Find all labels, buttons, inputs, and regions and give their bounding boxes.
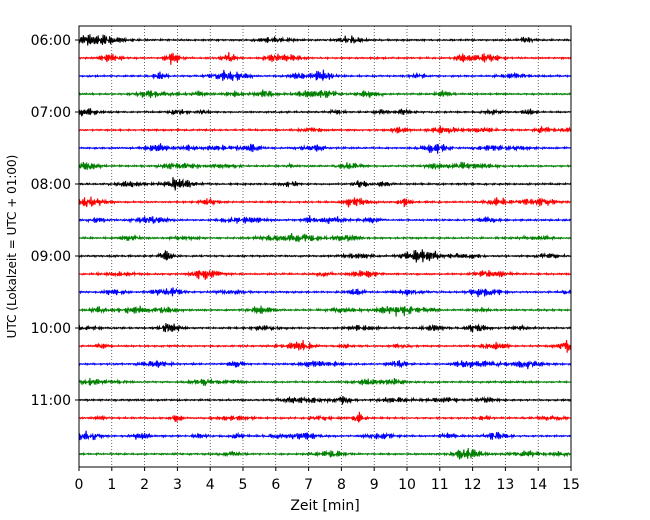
trace-line [78, 34, 572, 46]
x-tick-label: 4 [206, 477, 215, 493]
x-tick-label: 13 [496, 477, 514, 493]
trace-line [78, 411, 572, 423]
x-tick-label: 15 [562, 477, 580, 493]
trace-line [78, 125, 572, 134]
trace-line [78, 161, 572, 171]
trace-line [78, 430, 572, 441]
x-tick-label: 7 [304, 477, 313, 493]
y-tick-label: 09:00 [31, 249, 71, 265]
trace-line [78, 377, 572, 387]
x-tick-label: 8 [337, 477, 346, 493]
x-tick-label: 2 [140, 477, 149, 493]
plot-frame [78, 25, 572, 468]
x-tick-label: 12 [464, 477, 482, 493]
x-tick-label: 1 [107, 477, 116, 493]
trace-line [78, 339, 572, 353]
trace-line [78, 305, 572, 317]
trace-line [78, 108, 572, 117]
y-tick-label: 11:00 [31, 393, 71, 409]
y-tick-label: 06:00 [31, 33, 71, 49]
trace-line [78, 215, 572, 225]
y-tick-label: 07:00 [31, 105, 71, 121]
trace-group [78, 34, 572, 460]
x-tick-label: 6 [271, 477, 280, 493]
x-tick-label: 11 [431, 477, 449, 493]
x-tick-label: 9 [370, 477, 379, 493]
y-tick-label: 10:00 [31, 321, 71, 337]
axis-ticks: 0 1 2 3 4 5 6 7 8 9 10 11 12 13 14 1506:0007:0008:0009:… [31, 33, 580, 493]
trace-line [78, 270, 572, 280]
trace-line [78, 323, 572, 333]
x-tick-label: 0 [75, 477, 84, 493]
x-tick-label: 10 [398, 477, 416, 493]
x-tick-label: 5 [239, 477, 248, 493]
y-tick-label: 08:00 [31, 177, 71, 193]
trace-line [78, 287, 572, 298]
x-tick-label: 14 [529, 477, 547, 493]
trace-line [78, 359, 572, 370]
trace-line [78, 89, 572, 99]
trace-line [78, 395, 572, 405]
trace-line [78, 69, 572, 81]
x-axis-title: Zeit [min] [290, 498, 359, 514]
y-axis-title: UTC (Lokalzeit = UTC + 01:00) [5, 155, 19, 339]
x-tick-label: 3 [173, 477, 182, 493]
trace-line [78, 143, 572, 154]
trace-line [78, 233, 572, 243]
trace-line [78, 448, 572, 460]
trace-line [78, 177, 572, 191]
trace-line [78, 196, 572, 208]
trace-line [78, 249, 572, 263]
trace-line [78, 51, 572, 65]
